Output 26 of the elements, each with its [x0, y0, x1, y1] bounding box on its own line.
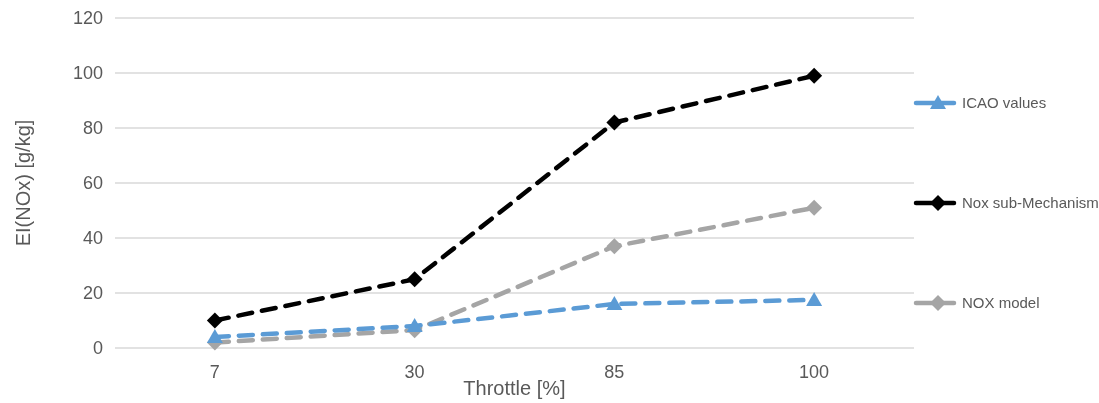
- point: [806, 67, 823, 84]
- y-tick-label: 60: [82, 173, 103, 194]
- point: [806, 199, 823, 216]
- point: [606, 296, 623, 310]
- x-tick-label: 85: [604, 362, 625, 382]
- y-tick-label: 40: [82, 228, 103, 249]
- point: [206, 329, 223, 343]
- y-tick-label: 0: [92, 338, 103, 359]
- x-axis-title: Throttle [%]: [463, 377, 566, 399]
- point: [606, 114, 623, 131]
- y-tick-label: 100: [72, 63, 103, 84]
- y-tick-label: 20: [82, 283, 103, 304]
- point: [206, 312, 223, 329]
- y-axis-title: EI(NOx) [g/kg]: [12, 119, 34, 247]
- legend-label: NOX model: [962, 294, 1040, 312]
- point: [806, 291, 823, 306]
- legend-label: Nox sub-Mechanism: [962, 194, 1099, 212]
- point: [406, 318, 423, 332]
- x-tick-label: 100: [799, 362, 830, 382]
- point: [406, 271, 423, 288]
- point: [606, 238, 623, 255]
- x-tick-label: 30: [404, 362, 425, 382]
- y-tick-label: 120: [72, 8, 103, 29]
- x-tick-label: 7: [209, 362, 220, 382]
- legend-label: ICAO values: [962, 94, 1047, 112]
- y-tick-label: 80: [82, 118, 103, 139]
